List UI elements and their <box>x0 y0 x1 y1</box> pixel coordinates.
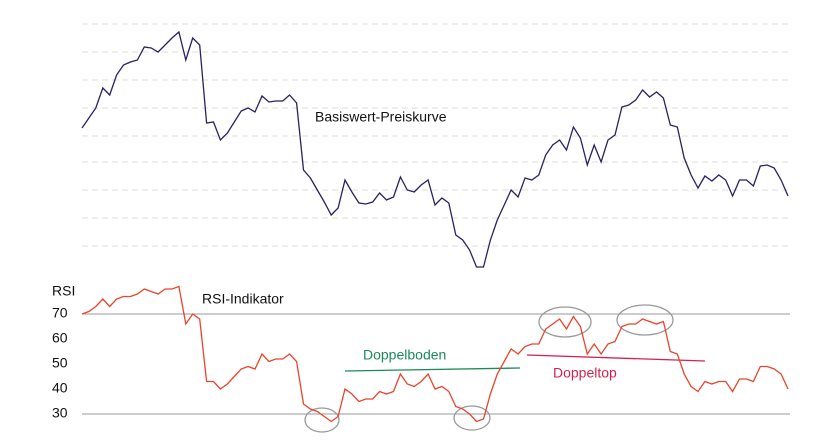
highlight-ellipse <box>304 407 340 433</box>
y-tick-label: 50 <box>52 355 68 371</box>
double-top-line <box>526 354 706 362</box>
highlight-ellipse <box>616 304 674 336</box>
double-bottom-line <box>344 367 521 372</box>
y-tick-label: 70 <box>52 305 68 321</box>
highlight-ellipse <box>453 405 491 431</box>
double-top-label: Doppeltop <box>553 365 617 381</box>
rsi-annotation: RSI-Indikator <box>202 291 284 307</box>
data-line <box>81 285 789 423</box>
price-annotation: Basiswert-Preiskurve <box>315 109 447 125</box>
y-tick-label: 30 <box>52 405 68 421</box>
y-tick-label: 60 <box>52 330 68 346</box>
highlight-ellipse <box>538 306 592 338</box>
price-grid <box>82 23 790 247</box>
y-axis-label: RSI <box>52 283 75 299</box>
data-line <box>81 30 789 268</box>
y-tick-label: 40 <box>52 380 68 396</box>
double-bottom-label: Doppelboden <box>363 347 446 363</box>
